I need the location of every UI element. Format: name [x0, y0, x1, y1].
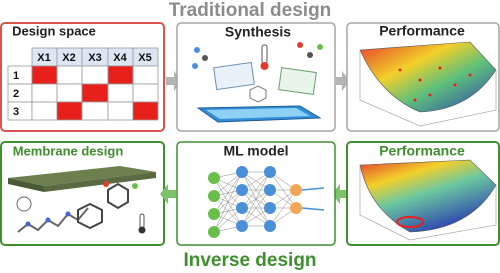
network-edge — [241, 171, 271, 209]
column-label: X4 — [113, 52, 127, 64]
network-edge — [241, 189, 271, 227]
panel — [176, 22, 336, 132]
panel-title: Performance — [379, 143, 465, 159]
network-edge — [213, 189, 243, 233]
network-edge — [269, 189, 297, 227]
column-label: X1 — [37, 52, 50, 64]
network-illustration — [208, 166, 325, 238]
row-label: 1 — [13, 70, 19, 82]
network-edge — [241, 171, 271, 227]
row-label: 3 — [13, 106, 19, 118]
network-edge — [213, 171, 243, 197]
panel-title: Design space — [12, 23, 96, 38]
column-label: X2 — [62, 52, 75, 64]
top-title: Traditional design — [169, 0, 332, 21]
surface-plot — [359, 159, 497, 241]
bottom-title: Inverse design — [183, 250, 316, 271]
network-edge — [213, 171, 243, 215]
panel-title: Synthesis — [225, 24, 291, 40]
surface-plot — [359, 41, 497, 127]
arrow — [336, 71, 350, 91]
network-edge — [213, 207, 243, 233]
membrane-illustration — [8, 166, 156, 234]
grid — [7, 47, 159, 121]
panel-title: Performance — [379, 23, 465, 39]
arrow — [160, 184, 176, 204]
synthesis-illustration — [192, 42, 323, 123]
row-label: 2 — [13, 88, 19, 100]
arrow — [332, 184, 346, 204]
column-label: X5 — [138, 52, 151, 64]
panel-title: ML model — [223, 143, 288, 159]
network-edge — [213, 171, 243, 233]
panel-title: Membrane design — [13, 143, 124, 158]
column-label: X3 — [88, 52, 101, 64]
